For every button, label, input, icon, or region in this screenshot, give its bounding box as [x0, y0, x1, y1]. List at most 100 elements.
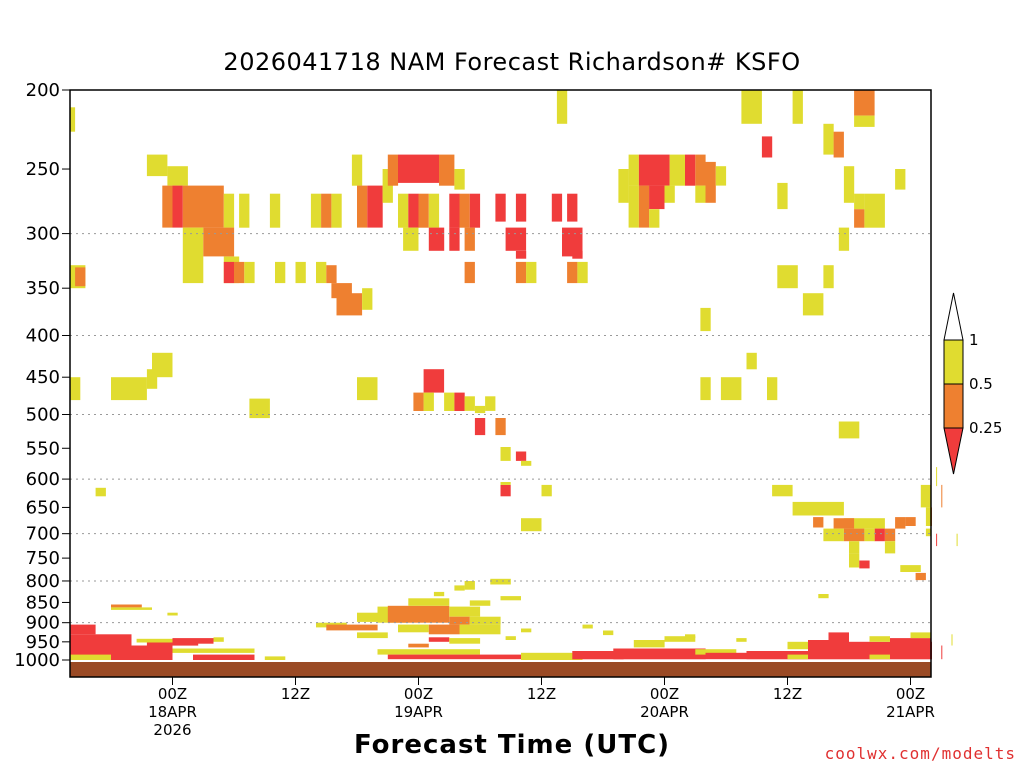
ri-cell	[367, 186, 382, 228]
ri-cell	[854, 209, 864, 228]
ri-cell	[96, 488, 106, 497]
ri-cell	[388, 155, 398, 186]
ri-cell	[921, 485, 931, 508]
ri-cell	[808, 640, 849, 659]
ri-cell	[244, 262, 254, 283]
ri-cell	[429, 637, 450, 642]
ri-cell	[829, 632, 850, 640]
ri-cell	[839, 228, 849, 251]
ri-cell	[485, 396, 495, 411]
ri-cell	[849, 541, 859, 553]
ri-cell	[378, 649, 481, 654]
legend-label: 1	[969, 331, 979, 349]
ri-cell	[747, 353, 757, 370]
ri-cell	[398, 155, 439, 183]
ri-cell	[926, 529, 931, 537]
ri-cell	[429, 194, 439, 228]
ri-cell	[70, 107, 75, 131]
ri-cell	[167, 613, 177, 616]
ri-cell	[957, 534, 958, 546]
ri-cell	[501, 482, 511, 485]
ri-cell	[249, 399, 270, 419]
ri-cell	[772, 485, 793, 496]
ri-cell	[941, 646, 942, 660]
ri-cell	[357, 632, 388, 638]
x-tick-label: 00Z	[896, 685, 925, 703]
ri-cell	[470, 194, 480, 228]
ri-cell	[203, 228, 234, 257]
ri-cell	[613, 649, 705, 660]
ri-cell	[234, 262, 244, 283]
ri-cell	[854, 194, 864, 210]
ri-cell	[823, 529, 844, 542]
ri-cell	[408, 644, 429, 648]
ri-cell	[741, 90, 762, 124]
ri-cell	[173, 649, 255, 653]
legend-swatch-0.5-1	[944, 340, 963, 384]
x-tick-label: 00Z	[158, 685, 187, 703]
ri-cell	[552, 194, 562, 222]
ri-cell	[429, 625, 460, 635]
ri-cell	[224, 194, 234, 228]
ri-cell	[542, 485, 552, 496]
ri-cell	[475, 418, 485, 435]
y-tick-label: 400	[26, 325, 60, 346]
ri-cell	[434, 592, 444, 596]
legend-label: 0.25	[969, 419, 1002, 437]
plot-frame	[70, 90, 931, 677]
ri-cell	[70, 655, 111, 660]
ri-cell	[70, 625, 96, 635]
ri-cell	[321, 194, 331, 228]
ri-cell	[767, 377, 777, 400]
ri-cell	[700, 377, 710, 400]
ri-cell	[854, 116, 875, 127]
ri-cell	[706, 162, 716, 203]
ri-cell	[408, 598, 449, 606]
y-tick-label: 300	[26, 224, 60, 245]
ri-cell	[895, 517, 905, 529]
ri-cell	[429, 228, 444, 251]
ri-cell	[716, 166, 726, 185]
y-tick-label: 1000	[14, 650, 60, 671]
ri-cell	[834, 132, 844, 158]
ri-cell	[70, 377, 80, 400]
ri-cell	[849, 553, 859, 567]
chart-title: 2026041718 NAM Forecast Richardson# KSFO	[0, 48, 1024, 76]
ri-cell	[495, 418, 505, 435]
ri-cell	[885, 541, 895, 553]
ri-cell	[424, 393, 434, 411]
ri-cell	[70, 634, 132, 645]
ri-cell	[941, 485, 942, 508]
ri-cell	[649, 209, 659, 228]
ri-cell	[859, 561, 869, 569]
legend-swatch-0.25-0.5	[944, 384, 963, 428]
ri-cell	[695, 155, 705, 186]
ri-cell	[583, 625, 593, 629]
ri-cell	[362, 288, 372, 310]
x-tick-label: 00Z	[650, 685, 679, 703]
ri-cell	[577, 262, 587, 283]
ri-cell	[567, 194, 577, 222]
ri-cell	[111, 605, 142, 608]
ri-cell	[398, 194, 408, 228]
ri-cell	[870, 636, 891, 642]
ri-cell	[900, 565, 921, 572]
ri-cell	[173, 638, 214, 644]
ri-cell	[777, 265, 798, 288]
ri-cell	[470, 617, 501, 625]
y-tick-label: 600	[26, 469, 60, 490]
ri-cell	[449, 194, 459, 228]
ri-cell	[388, 606, 450, 623]
ri-cell	[895, 169, 905, 190]
ri-cell	[183, 186, 224, 228]
ri-cell	[521, 461, 531, 466]
ri-cell	[629, 155, 639, 186]
credit-link[interactable]: coolwx.com/modelts	[825, 744, 1016, 763]
ri-cell	[465, 396, 475, 411]
ri-cell	[75, 267, 85, 286]
colorbar-legend: 10.50.25	[944, 293, 1002, 474]
ri-cell	[793, 502, 844, 516]
ri-cell	[454, 585, 464, 590]
ri-cell	[762, 136, 772, 157]
x-tick-label: 12Z	[773, 685, 802, 703]
